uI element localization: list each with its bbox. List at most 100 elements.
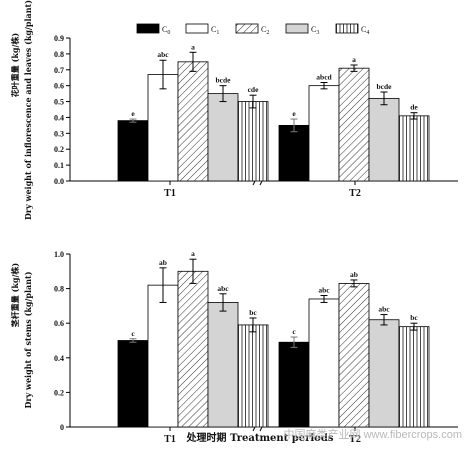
y-tick-label: 0.3 [54,129,64,138]
significance-letter: abc [318,286,330,295]
bar-c1-t1 [147,284,179,428]
chart-panel-bottom: 0 0.2 0.4 0.6 0.8 1.0 茎杆重量 (kg/株) Dry weight of… [10,249,458,445]
bar-c4-t1 [237,101,269,182]
bar-c2-t1 [177,270,209,428]
error-bar [410,322,418,331]
bar-c4-t2 [398,115,430,182]
legend-swatch-c2 [235,23,259,34]
bar-c2-t2 [338,283,370,428]
y-axis-label-en: Dry weight of inflorescence and leaves (… [23,0,33,220]
significance-letter: abc [217,284,229,293]
significance-letter: abc [378,305,390,314]
y-tick-label: 0.8 [54,50,64,59]
y-tick-label: 0.6 [54,82,64,91]
legend-swatch-c0 [136,23,160,34]
significance-letter: c [292,327,296,336]
error-bar [219,293,227,312]
y-tick-label: 0.4 [54,113,64,122]
watermark-text: 中国麻类产业网 www.fibercrops.com [284,427,462,441]
legend-label-c3: C3 [311,25,319,36]
error-bar [129,118,137,123]
legend-swatch-c3 [285,23,309,34]
significance-letter: e [131,109,135,118]
bar-c3-t1 [207,93,239,182]
chart-panel-top: 0.0 0.1 0.2 0.3 0.4 0.5 0.6 0.7 0.8 0.9 花叶重量 (kg/株… [10,0,458,220]
x-tick-label-t1: T1 [164,434,176,445]
bar-c1-t1 [147,74,179,182]
error-bar [320,295,328,303]
significance-letter: abcd [316,72,332,81]
bar-c0-t1 [117,340,149,428]
significance-letter: ab [159,258,167,267]
x-axis-title: 处理时期 Treatment periods [186,431,334,444]
significance-letter: bc [249,308,257,317]
y-tick-label: 0.6 [54,319,64,328]
y-tick-label: 0.1 [54,161,64,170]
error-bar [249,94,257,109]
bar-c2-t2 [338,67,370,182]
error-bar [290,118,298,133]
bar-c1-t2 [308,298,340,428]
significance-letter: a [352,55,356,64]
significance-letter: bc [410,313,418,322]
error-bar [290,336,298,348]
y-tick-label: 0 [60,423,64,432]
x-tick-label-t2: T2 [349,188,361,199]
error-bar [129,338,137,343]
y-axis-label-cn: 茎杆重量 (kg/株) [10,263,20,328]
error-bar [159,267,167,303]
error-bar [189,51,197,72]
bar-c2-t1 [177,61,209,182]
x-tick-label-t1: T1 [164,188,176,199]
y-tick-label: 0.9 [54,34,64,43]
legend-swatch-c1 [185,23,209,34]
legend-label-c1: C1 [211,25,219,36]
significance-letter: bcde [216,76,232,85]
bar-c3-t2 [368,319,400,428]
error-bar [350,279,358,288]
error-bar [159,59,167,90]
significance-letter: de [410,103,418,112]
y-axis-label-en: Dry weight of stems (kg/plant) [23,271,33,408]
error-bar [380,91,388,106]
significance-letter: bcde [377,82,393,91]
legend-label-c0: C0 [162,25,170,36]
error-bar [410,112,418,120]
bar-c4-t1 [237,324,269,428]
significance-letter: a [191,249,195,258]
error-bar [320,81,328,90]
bar-c0-t2 [278,341,310,428]
significance-letter: e [292,109,296,118]
bar-c3-t2 [368,97,400,182]
y-axis-label-cn: 花叶重量 (kg/株) [10,33,20,98]
error-bar [189,258,197,284]
bar-c0-t2 [278,124,310,182]
y-tick-label: 0.2 [54,388,64,397]
legend-label-c4: C4 [361,25,369,36]
significance-letter: a [191,42,195,51]
significance-letter: c [131,329,135,338]
error-bar [249,317,257,333]
y-tick-label: 0.0 [54,177,64,186]
chart-legend: C0 C1 C2 C3 C4 [136,23,369,36]
error-bar [380,314,388,326]
y-tick-label: 1.0 [54,250,64,259]
significance-letter: abc [157,50,169,59]
y-tick-label: 0.5 [54,98,64,107]
bar-c3-t1 [207,302,239,428]
legend-swatch-c4 [335,23,359,34]
bar-c1-t2 [308,85,340,182]
legend-label-c2: C2 [261,25,269,36]
y-tick-label: 0.7 [54,66,64,75]
bar-c4-t2 [398,326,430,428]
significance-letter: ab [350,270,358,279]
y-tick-label: 0.2 [54,145,64,154]
error-bar [350,64,358,72]
error-bar [219,85,227,103]
x-tick-label-t2: T2 [349,434,361,445]
significance-letter: cde [248,85,260,94]
y-tick-label: 0.8 [54,285,64,294]
y-tick-label: 0.4 [54,354,64,363]
bar-c0-t1 [117,120,149,182]
